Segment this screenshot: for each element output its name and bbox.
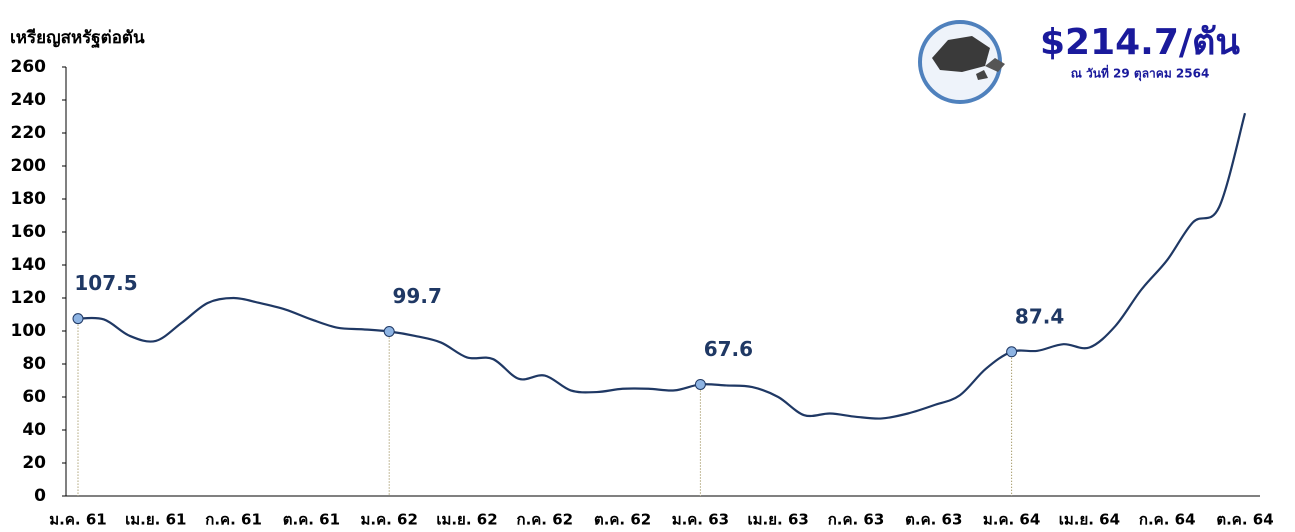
point-marker [384, 326, 394, 336]
y-tick-label: 180 [11, 189, 47, 209]
x-tick-label: เม.ย. 61 [125, 511, 186, 529]
x-tick-label: ก.ค. 61 [205, 511, 262, 529]
y-tick-label: 40 [22, 420, 46, 440]
x-tick-label: ต.ค. 63 [905, 511, 962, 529]
x-tick-label: ก.ค. 63 [828, 511, 885, 529]
y-tick-label: 220 [11, 123, 47, 143]
point-marker [695, 379, 705, 389]
badge-price: $214.7/ตัน [1040, 22, 1240, 63]
data-label: 87.4 [1015, 304, 1064, 328]
x-tick-label: ม.ค. 62 [360, 511, 417, 529]
y-tick-label: 60 [22, 387, 46, 407]
y-tick-label: 120 [11, 288, 47, 308]
point-marker [73, 314, 83, 324]
series-line [78, 113, 1245, 418]
y-tick-label: 260 [11, 57, 47, 77]
point-marker [1007, 347, 1017, 357]
x-tick-label: ก.ค. 64 [1139, 511, 1196, 529]
data-label: 107.5 [74, 271, 137, 295]
y-tick-label: 140 [11, 255, 47, 275]
y-axis-label: เหรียญสหรัฐต่อตัน [10, 27, 145, 49]
y-tick-label: 160 [11, 222, 47, 242]
price-badge: $214.7/ตัน ณ วันที่ 29 ตุลาคม 2564 [920, 22, 1240, 102]
x-tick-label: ม.ค. 63 [672, 511, 729, 529]
x-tick-label: เม.ย. 63 [748, 511, 809, 529]
data-label: 67.6 [704, 337, 753, 361]
badge-date: ณ วันที่ 29 ตุลาคม 2564 [1071, 65, 1210, 82]
y-tick-label: 20 [22, 453, 46, 473]
x-tick-label: ก.ค. 62 [516, 511, 573, 529]
x-tick-label: ม.ค. 61 [49, 511, 106, 529]
x-tick-label: เม.ย. 64 [1059, 511, 1120, 529]
x-tick-label: เม.ย. 62 [436, 511, 497, 529]
x-tick-label: ต.ค. 64 [1216, 511, 1273, 529]
y-tick-label: 240 [11, 90, 47, 110]
y-tick-label: 0 [34, 486, 46, 506]
x-tick-label: ต.ค. 62 [594, 511, 651, 529]
y-tick-label: 200 [11, 156, 47, 176]
y-tick-label: 80 [22, 354, 46, 374]
y-tick-label: 100 [11, 321, 47, 341]
chart: เหรียญสหรัฐต่อตัน $214.7/ตัน ณ วันที่ 29… [0, 0, 1295, 532]
data-label: 99.7 [393, 284, 442, 308]
x-tick-label: ม.ค. 64 [983, 511, 1040, 529]
x-tick-label: ต.ค. 61 [283, 511, 340, 529]
